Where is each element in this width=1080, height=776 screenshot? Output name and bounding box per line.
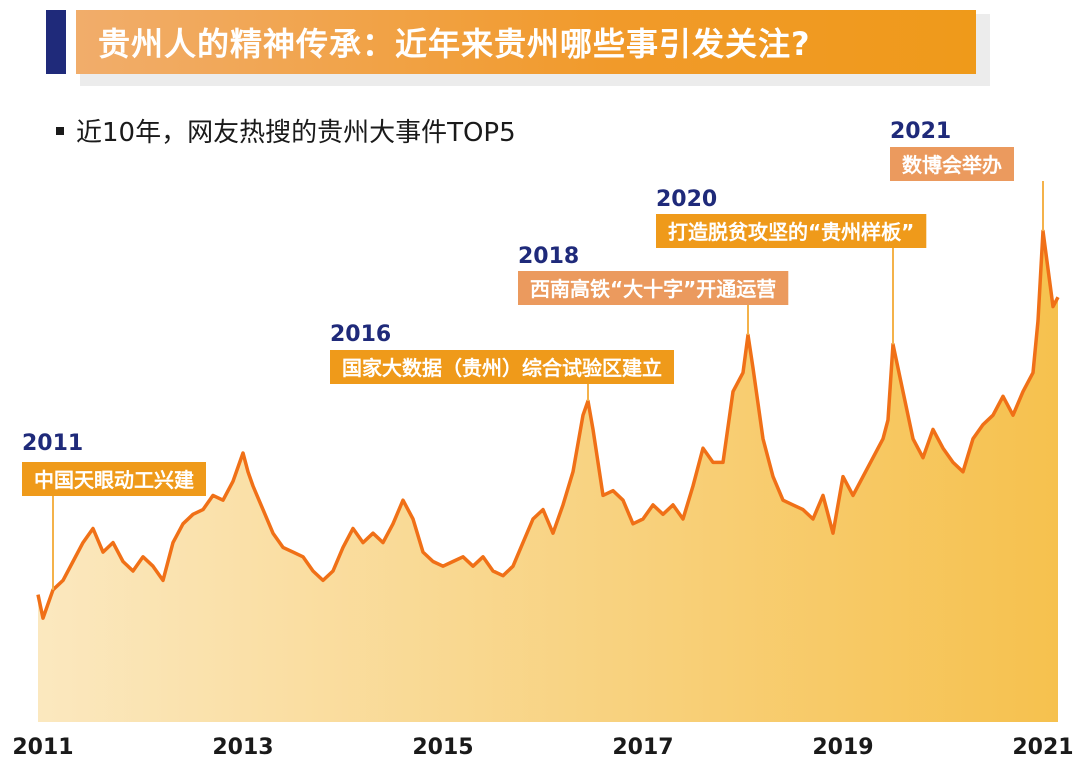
annotation-banner-2016: [330, 350, 674, 384]
header-accent-bar: [46, 10, 66, 74]
x-tick-label-2019: 2019: [812, 735, 873, 760]
trend-line: [36, 229, 1060, 620]
x-tick-label-2017: 2017: [612, 735, 673, 760]
annotation-year-2020: 2020: [656, 187, 717, 212]
annotation-year-2011: 2011: [22, 431, 83, 456]
annotation-banner-2021: [890, 147, 1014, 181]
bullet-icon: [56, 126, 64, 135]
annotation-banner-2020: [656, 214, 927, 248]
trend-area-fill: [38, 231, 1058, 722]
annotation-year-2018: 2018: [518, 244, 579, 269]
annotation-banner-2011: [22, 462, 206, 496]
x-tick-label-2021: 2021: [1012, 735, 1073, 760]
annotation-text-2011: 中国天眼动工兴建: [34, 468, 194, 492]
x-tick-label-2011: 2011: [12, 735, 73, 760]
annotation-text-2020: 打造脱贫攻坚的“贵州样板”: [668, 220, 914, 244]
chart-subtitle: 近10年，网友热搜的贵州大事件TOP5: [56, 112, 516, 149]
header-banner: 贵州人的精神传承：近年来贵州哪些事引发关注?: [76, 10, 976, 74]
annotation-text-2016: 国家大数据（贵州）综合试验区建立: [342, 356, 662, 380]
annotation-banner-2018: [518, 271, 789, 305]
x-tick-label-2015: 2015: [412, 735, 473, 760]
annotation-text-2021: 数博会举办: [902, 153, 1002, 177]
page-title: 贵州人的精神传承：近年来贵州哪些事引发关注?: [98, 25, 811, 63]
annotation-text-2018: 西南高铁“大十字”开通运营: [530, 277, 776, 301]
annotation-year-2016: 2016: [330, 322, 391, 347]
x-tick-label-2013: 2013: [212, 735, 273, 760]
annotation-year-2021: 2021: [890, 119, 951, 144]
chart-subtitle-text: 近10年，网友热搜的贵州大事件TOP5: [76, 118, 516, 148]
